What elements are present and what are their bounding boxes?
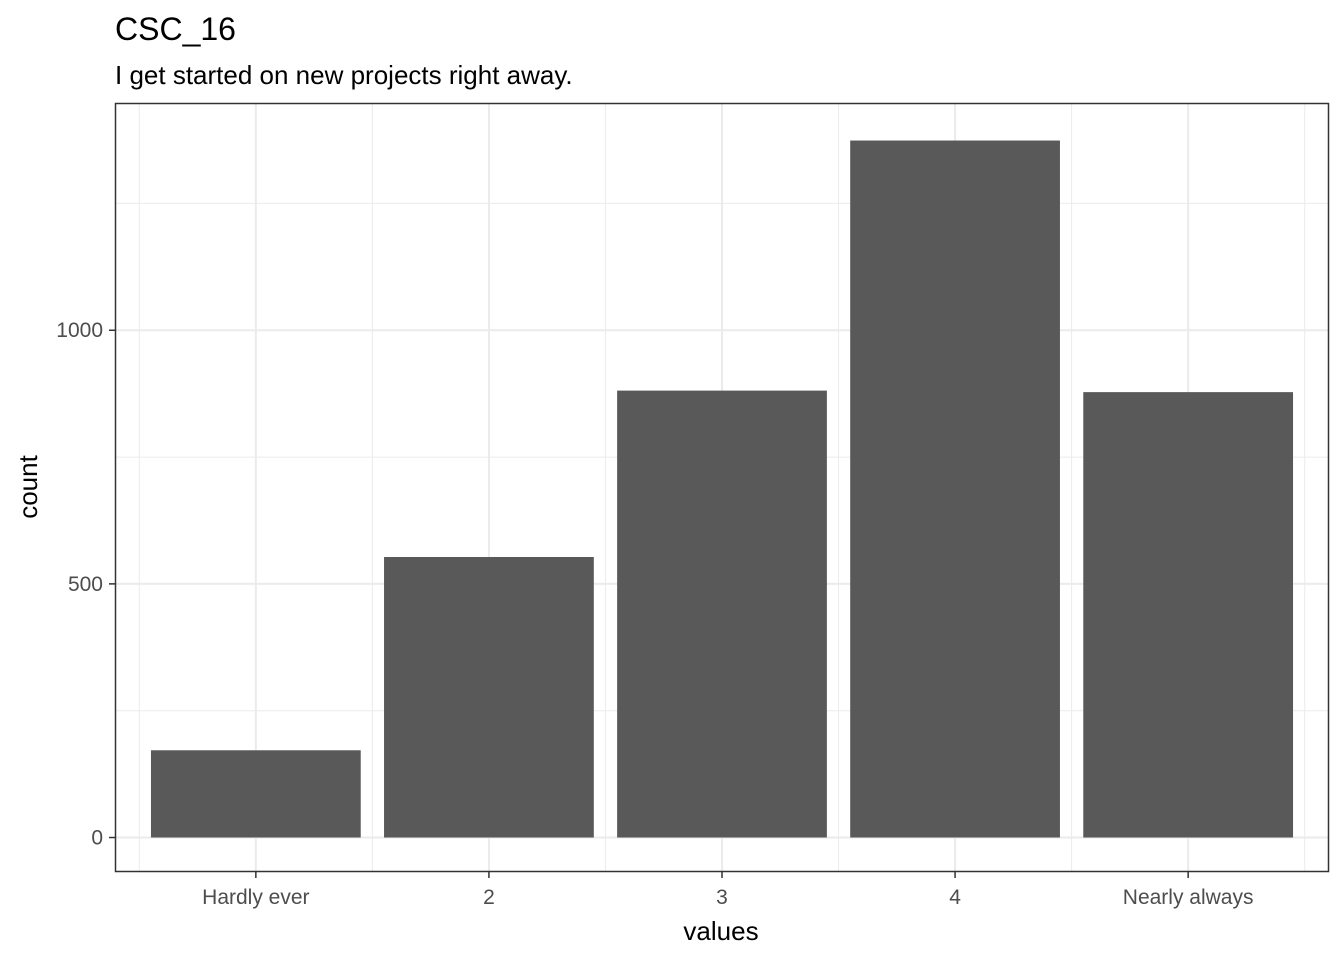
bar <box>617 390 827 838</box>
x-axis-title: values <box>683 916 758 946</box>
y-tick-label: 0 <box>91 827 103 850</box>
bar <box>850 140 1060 838</box>
axes: 0 500 1000 Hardly ever 2 3 4 Nearly always <box>56 319 1253 909</box>
x-tick-label: Nearly always <box>1123 886 1254 909</box>
chart-subtitle: I get started on new projects right away… <box>115 60 573 90</box>
bar <box>150 750 361 838</box>
bars <box>150 140 1294 838</box>
bar <box>1083 392 1294 838</box>
bar <box>384 556 594 838</box>
y-tick-label: 500 <box>68 573 103 596</box>
x-tick-label: 4 <box>949 886 961 909</box>
x-tick-label: 2 <box>483 886 495 909</box>
y-tick-label: 1000 <box>56 319 103 342</box>
x-tick-label: 3 <box>716 886 728 909</box>
chart-title: CSC_16 <box>115 11 236 47</box>
x-tick-label: Hardly ever <box>202 886 309 909</box>
y-axis-title: count <box>13 454 43 518</box>
